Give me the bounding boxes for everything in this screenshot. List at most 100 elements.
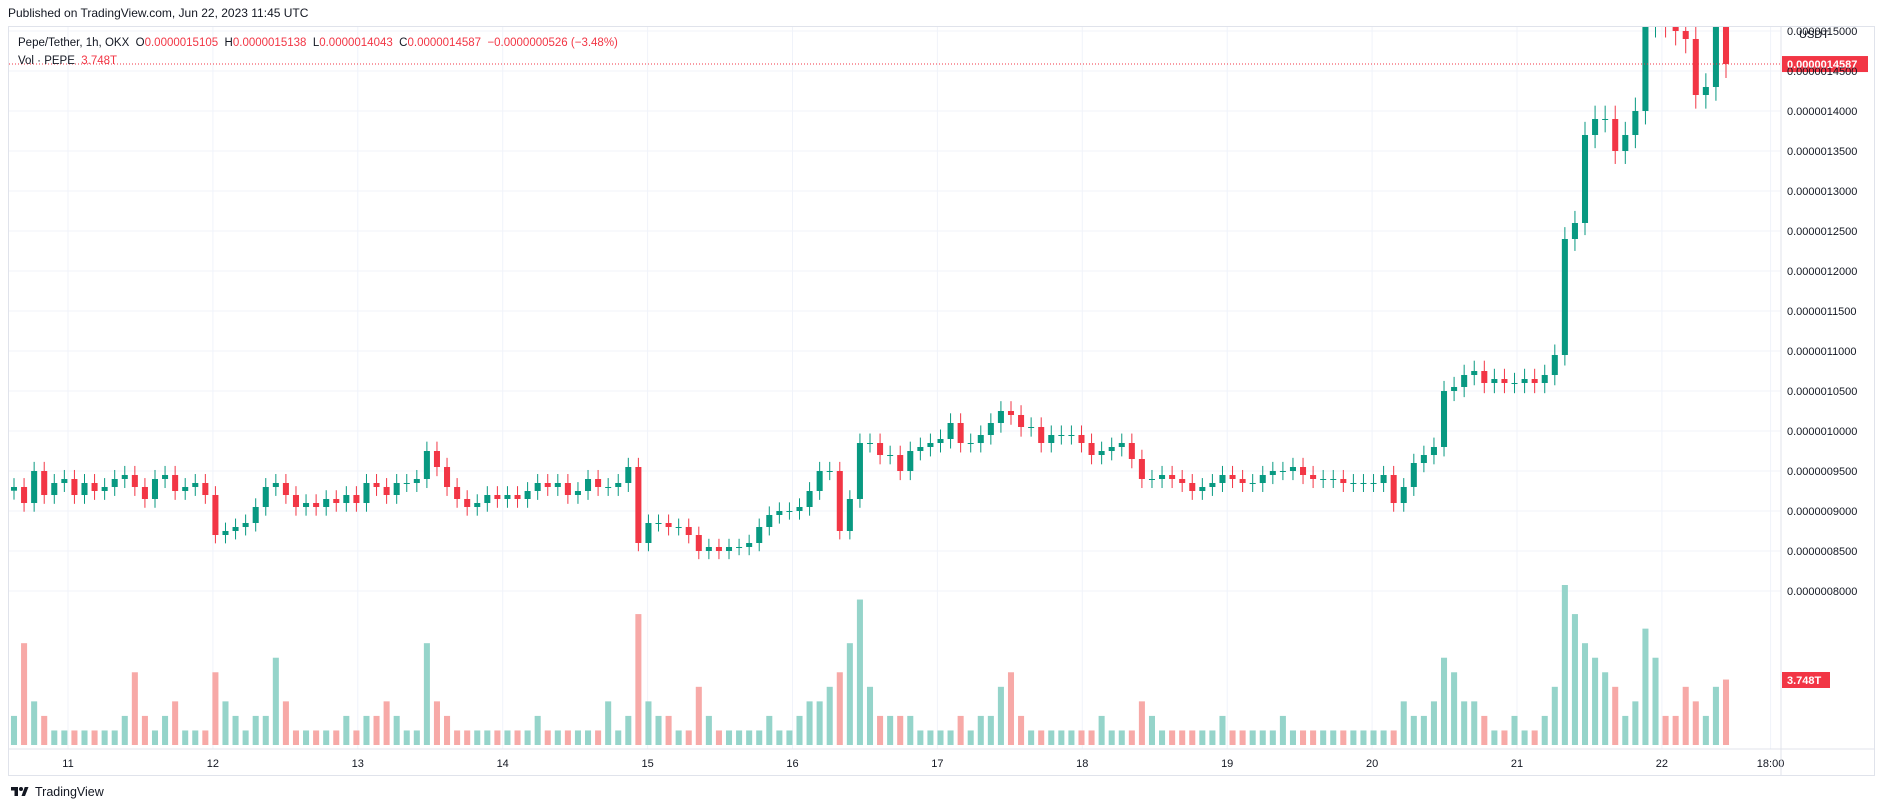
candle-body[interactable] <box>725 547 733 551</box>
candle-body[interactable] <box>927 443 934 447</box>
candle-body[interactable] <box>1179 479 1186 483</box>
candle-body[interactable] <box>1410 463 1417 487</box>
candle-body[interactable] <box>111 479 118 487</box>
candle-body[interactable] <box>836 471 843 531</box>
candle-body[interactable] <box>333 499 340 503</box>
candle-body[interactable] <box>1279 471 1286 472</box>
candle-body[interactable] <box>1390 475 1397 503</box>
tradingview-logo[interactable]: TradingView <box>9 785 104 799</box>
candle-body[interactable] <box>504 495 511 499</box>
candle-body[interactable] <box>81 483 88 495</box>
candle-body[interactable] <box>1491 379 1498 383</box>
candle-body[interactable] <box>1018 415 1025 427</box>
candle-body[interactable] <box>1521 379 1528 383</box>
candle-body[interactable] <box>141 487 148 499</box>
candle-body[interactable] <box>877 443 884 455</box>
candle-body[interactable] <box>464 499 471 507</box>
candle-body[interactable] <box>363 483 370 503</box>
candle-body[interactable] <box>1340 479 1347 483</box>
last-price-tag[interactable] <box>1782 56 1868 73</box>
candle-body[interactable] <box>997 411 1004 423</box>
candle-body[interactable] <box>1471 371 1478 375</box>
candle-body[interactable] <box>615 483 622 487</box>
candle-body[interactable] <box>1189 483 1196 491</box>
candle-body[interactable] <box>172 475 179 491</box>
candle-body[interactable] <box>987 423 994 435</box>
volume-tag[interactable] <box>1782 672 1830 688</box>
candle-body[interactable] <box>1511 383 1518 384</box>
candle-body[interactable] <box>433 451 440 467</box>
candle-body[interactable] <box>826 471 833 472</box>
candle-body[interactable] <box>776 511 783 515</box>
candle-body[interactable] <box>1672 27 1679 31</box>
candle-body[interactable] <box>1531 379 1538 383</box>
candle-body[interactable] <box>1209 483 1216 487</box>
candle-body[interactable] <box>403 483 410 484</box>
candle-body[interactable] <box>806 491 813 507</box>
candle-body[interactable] <box>1028 427 1035 428</box>
candle-body[interactable] <box>1108 447 1115 451</box>
volume-label[interactable]: Vol · PEPE <box>18 55 75 67</box>
candle-body[interactable] <box>1068 435 1075 436</box>
candle-body[interactable] <box>101 487 108 491</box>
candle-body[interactable] <box>282 483 289 495</box>
candle-body[interactable] <box>1159 475 1166 479</box>
candle-body[interactable] <box>1128 443 1135 459</box>
candle-body[interactable] <box>31 471 38 503</box>
candle-body[interactable] <box>736 547 743 548</box>
candle-body[interactable] <box>1682 31 1689 39</box>
candle-body[interactable] <box>766 515 773 527</box>
candle-body[interactable] <box>595 479 602 487</box>
candle-body[interactable] <box>564 483 571 495</box>
candle-body[interactable] <box>242 523 249 527</box>
candle-body[interactable] <box>1692 39 1699 95</box>
candle-body[interactable] <box>343 495 350 503</box>
candle-body[interactable] <box>1350 483 1357 484</box>
candle-body[interactable] <box>1300 467 1307 475</box>
candle-body[interactable] <box>393 483 400 495</box>
candle-body[interactable] <box>514 495 521 499</box>
candle-body[interactable] <box>534 483 541 491</box>
candle-body[interactable] <box>937 439 944 443</box>
candle-body[interactable] <box>373 483 380 487</box>
candle-body[interactable] <box>1702 87 1709 95</box>
candle-body[interactable] <box>1048 435 1055 443</box>
candle-body[interactable] <box>554 483 561 487</box>
candle-body[interactable] <box>192 483 199 487</box>
candle-body[interactable] <box>786 511 793 512</box>
candle-body[interactable] <box>1088 443 1095 455</box>
candle-body[interactable] <box>1138 459 1145 479</box>
candle-body[interactable] <box>907 451 914 471</box>
candle-body[interactable] <box>1622 135 1629 151</box>
candle-body[interactable] <box>756 527 763 543</box>
candle-body[interactable] <box>1461 375 1468 387</box>
candle-body[interactable] <box>645 523 652 543</box>
candle-body[interactable] <box>21 487 28 503</box>
candle-body[interactable] <box>1380 475 1387 483</box>
candle-body[interactable] <box>967 443 974 444</box>
candle-body[interactable] <box>10 487 18 491</box>
candle-body[interactable] <box>383 487 390 495</box>
candle-body[interactable] <box>897 455 904 471</box>
candle-body[interactable] <box>162 475 169 479</box>
candle-body[interactable] <box>585 479 592 491</box>
candle-body[interactable] <box>685 527 692 535</box>
candle-body[interactable] <box>695 535 702 551</box>
candle-body[interactable] <box>917 447 924 451</box>
candle-body[interactable] <box>1219 475 1226 483</box>
candle-body[interactable] <box>715 547 722 551</box>
candle-body[interactable] <box>1712 27 1719 87</box>
candle-body[interactable] <box>121 475 128 479</box>
candle-body[interactable] <box>947 423 954 439</box>
candle-body[interactable] <box>1058 435 1065 436</box>
candle-body[interactable] <box>1098 451 1105 455</box>
candle-body[interactable] <box>151 479 159 499</box>
candle-body[interactable] <box>202 483 209 495</box>
candle-body[interactable] <box>323 499 330 507</box>
candle-body[interactable] <box>484 495 491 503</box>
candle-body[interactable] <box>222 531 229 535</box>
candle-body[interactable] <box>41 471 48 495</box>
candle-body[interactable] <box>1078 435 1085 443</box>
candle-body[interactable] <box>1169 475 1176 479</box>
candle-body[interactable] <box>544 483 551 487</box>
